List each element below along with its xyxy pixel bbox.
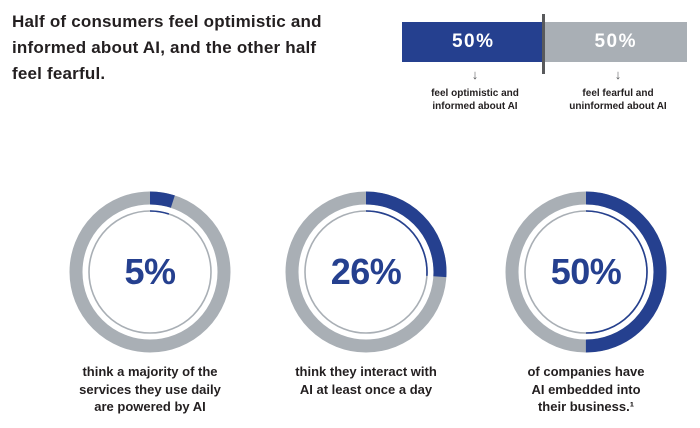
donut-value-label: 26% [330,251,402,292]
bar-caption-optimistic-text: feel optimistic and informed about AI [431,88,519,112]
donut-value-label: 5% [124,251,176,292]
down-arrow-icon: ↓ [471,67,479,82]
donut-inner-ring-fill [304,210,428,334]
bar-caption-fearful-text: feel fearful and uninformed about AI [569,88,667,112]
bar-caption-fearful: ↓ feel fearful and uninformed about AI [538,68,698,113]
donut-ring-fill [69,191,231,353]
headline: Half of consumers feel optimistic and in… [12,12,322,83]
donut-chart-interact: 26% [284,190,448,354]
bar-segment-optimistic-value: 50% [451,31,495,52]
bar-divider-line [542,14,545,74]
donut-ring-fill [285,191,447,353]
down-arrow-icon: ↓ [614,67,622,82]
donut-inner-ring-fill [88,210,212,334]
donut-svg [285,191,447,353]
donut-chart-companies: 50% [504,190,668,354]
bar-caption-optimistic: ↓ feel optimistic and informed about AI [395,68,555,113]
donut-inner-ring-fill [524,210,648,334]
bar-segment-fearful: 50% [544,22,687,62]
donut-value-label: 50% [550,251,622,292]
bar-segment-optimistic: 50% [402,22,545,62]
bar-segment-fearful-value: 50% [594,31,638,52]
donut-svg [69,191,231,353]
donut-caption-interact: think they interact with AI at least onc… [295,364,437,397]
donut-caption-services: think a majority of the services they us… [79,364,221,414]
donut-chart-services: 5% [68,190,232,354]
donut-svg [505,191,667,353]
donut-caption-companies: of companies have AI embedded into their… [527,364,645,414]
donut-ring-fill [505,191,667,353]
split-bar-chart: 50% 50% [402,22,687,62]
